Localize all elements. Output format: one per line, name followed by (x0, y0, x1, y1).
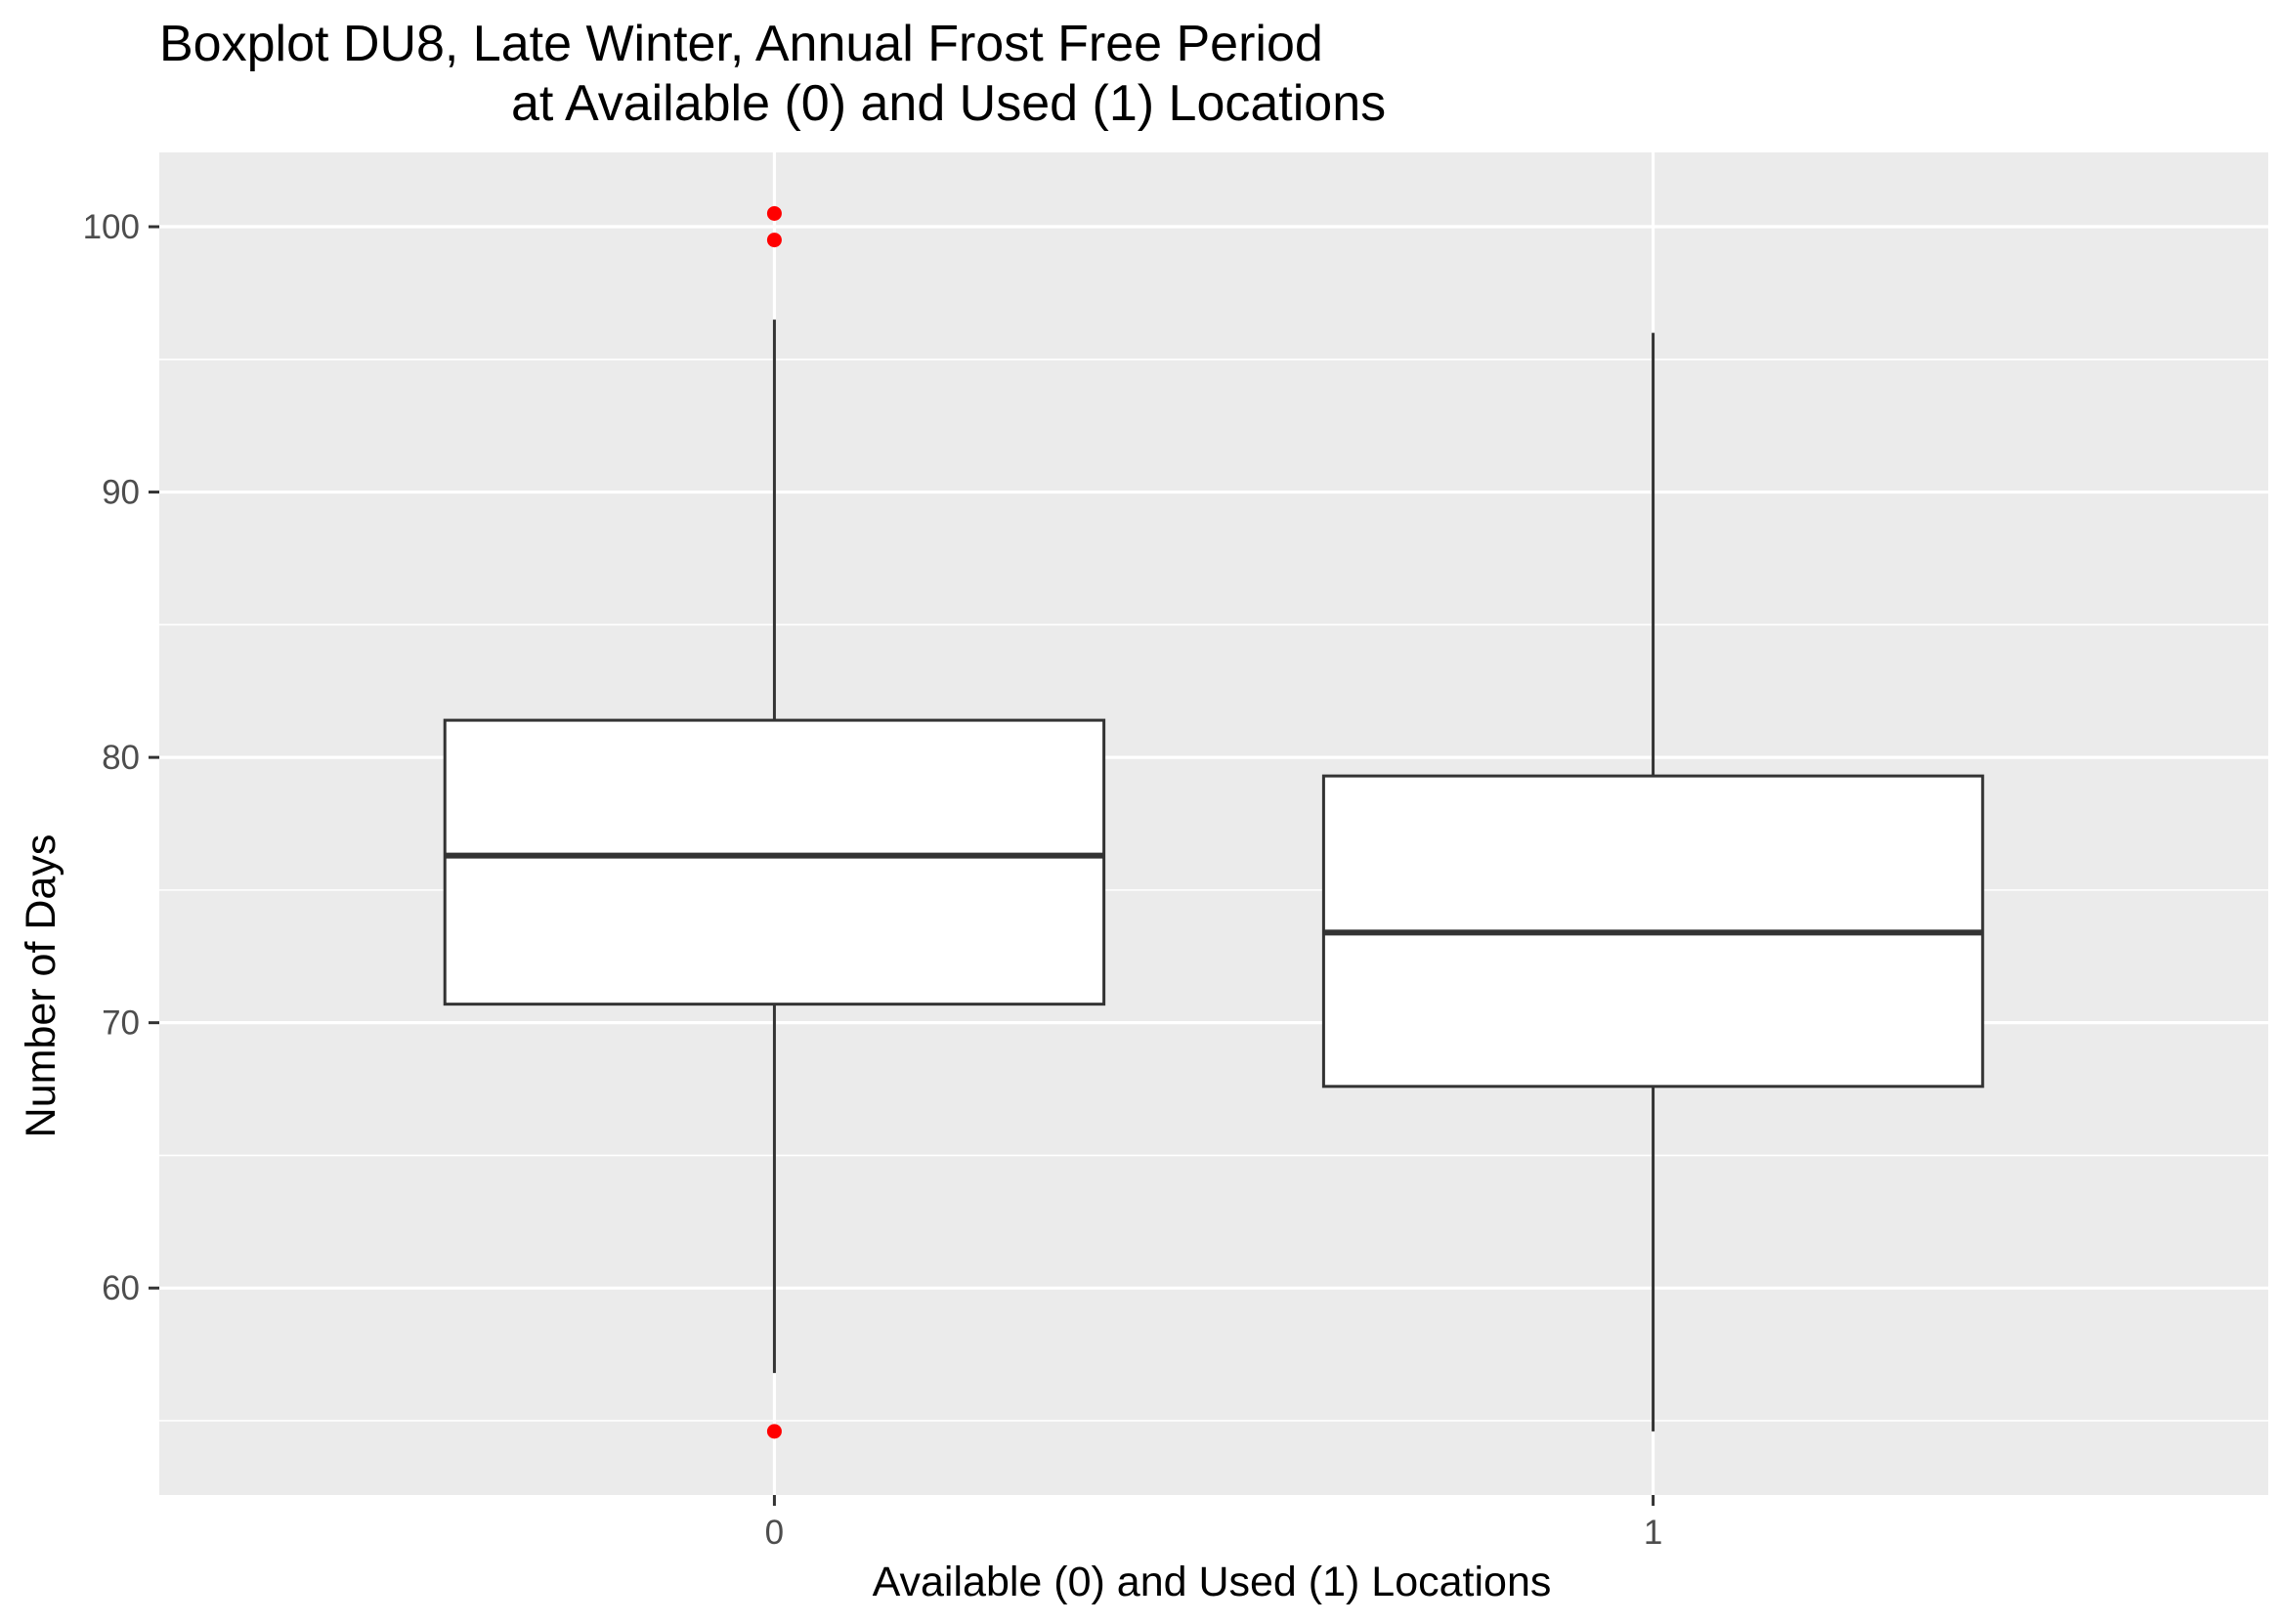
chart-title-line-2: at Available (0) and Used (1) Locations (511, 75, 1386, 132)
box-iqr (443, 718, 1106, 1006)
y-tick-label: 80 (102, 739, 140, 777)
boxes (443, 205, 1985, 1439)
outlier-point (766, 233, 782, 248)
y-tick-label: 100 (83, 208, 140, 246)
outlier-point (766, 1424, 782, 1439)
x-axis-title: Available (0) and Used (1) Locations (873, 1559, 1552, 1605)
y-tick-label: 60 (102, 1269, 140, 1307)
y-axis-title: Number of Days (18, 834, 64, 1138)
y-tick-label: 70 (102, 1004, 140, 1043)
chart-title-line-1: Boxplot DU8, Late Winter, Annual Frost F… (159, 16, 1323, 72)
y-tick-label: 90 (102, 474, 140, 512)
box-group-0 (443, 205, 1106, 1439)
x-tick-label: 1 (1644, 1514, 1662, 1552)
y-axis-ticks: 60 70 80 90 100 (83, 208, 159, 1307)
box-group-1 (1321, 332, 1985, 1432)
x-tick-label: 0 (765, 1514, 784, 1552)
chart-title: Boxplot DU8, Late Winter, Annual Frost F… (159, 16, 1386, 132)
outlier-point (766, 205, 782, 221)
